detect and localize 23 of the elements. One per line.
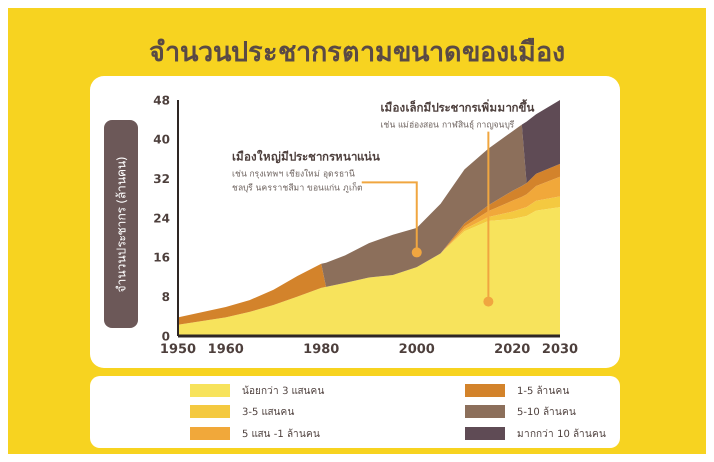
- annotation: เมืองเล็กมีประชากรเพิ่มมากขึ้น เช่น แม่ฮ่องสอน กาฬสินธุ์ กาญจนบุรี: [380, 98, 534, 131]
- x-tick-label: 2030: [542, 342, 578, 358]
- y-tick-label: 32: [153, 172, 170, 186]
- y-tick-label: 24: [153, 211, 170, 226]
- legend-label: น้อยกว่า 3 แสนคน: [242, 384, 325, 398]
- legend-label: 3-5 แสนคน: [242, 406, 295, 420]
- y-tick-label: 48: [153, 93, 170, 108]
- legend-label: 5 แสน -1 ล้านคน: [242, 428, 320, 441]
- legend-label: มากกว่า 10 ล้านคน: [517, 428, 606, 441]
- legend-label: 1-5 ล้านคน: [517, 384, 570, 398]
- x-tick-label: 2000: [398, 342, 435, 358]
- y-tick-label: 40: [153, 132, 170, 147]
- y-tick-label: 16: [153, 250, 170, 265]
- x-tick-label: 2020: [494, 342, 530, 358]
- y-tick-label: 0: [162, 329, 170, 344]
- legend-label: 5-10 ล้านคน: [517, 406, 576, 420]
- x-tick-label: 1950: [160, 342, 196, 358]
- chart-title: จำนวนประชากรตามขนาดของเมือง: [148, 36, 566, 70]
- x-tick-label: 1980: [303, 342, 340, 358]
- annotation: เมืองใหญ่มีประชากรหนาแน่น เช่น กรุงเทพฯ เชียงใหม่ อุดรธานี ชลบุรี นครราชสีมา ขอนแก่น ภูเก็ต: [232, 149, 380, 194]
- y-tick-label: 8: [162, 290, 170, 304]
- y-axis-title: จำนวนประชากร (ล้านคน): [114, 156, 130, 292]
- x-tick-label: 1960: [208, 342, 244, 358]
